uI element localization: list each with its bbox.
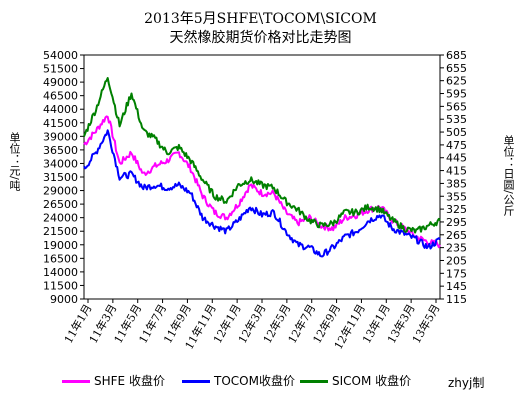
y-left-tick-label: 9000 xyxy=(50,293,78,306)
y-right-tick-label: 295 xyxy=(446,216,467,229)
legend-item-tocom: TOCOM收盘价 xyxy=(182,372,295,389)
y-left-tick-label: 49000 xyxy=(43,76,78,89)
y-left-tick-label: 29000 xyxy=(43,185,78,198)
series-line-tocom xyxy=(83,129,441,258)
credit-label: zhyj制 xyxy=(448,376,485,390)
legend-label-sicom: SICOM 收盘价 xyxy=(332,374,412,388)
y-left-tick-label: 46500 xyxy=(43,90,78,103)
y-left-tick-label: 16500 xyxy=(43,252,78,265)
legend-label-shfe: SHFE 收盘价 xyxy=(94,374,165,388)
y-right-tick-label: 475 xyxy=(446,139,467,152)
y-left-tick-label: 21500 xyxy=(43,225,78,238)
chart-title-line2: 天然橡胶期货价格对比走势图 xyxy=(169,30,352,46)
y-right-tick-label: 265 xyxy=(446,229,467,242)
y-right-tick-label: 355 xyxy=(446,190,467,203)
y-right-tick-label: 565 xyxy=(446,100,467,113)
y-right-tick-label: 325 xyxy=(446,203,467,216)
y-left-tick-label: 54000 xyxy=(43,49,78,62)
y-right-tick-label: 655 xyxy=(446,62,467,75)
y-right-tick-label: 685 xyxy=(446,49,467,62)
y-right-tick-label: 595 xyxy=(446,88,467,101)
y-left-tick-label: 34000 xyxy=(43,157,78,170)
legend-item-sicom: SICOM 收盘价 xyxy=(300,372,411,389)
y-left-tick-label: 19000 xyxy=(43,239,78,252)
y-left-tick-label: 31500 xyxy=(43,171,78,184)
y-right-tick-label: 175 xyxy=(446,267,467,280)
y-left-tick-label: 51500 xyxy=(43,63,78,76)
y-left-tick-label: 44000 xyxy=(43,103,78,116)
y-right-tick-label: 115 xyxy=(446,293,467,306)
y-left-tick-label: 14000 xyxy=(43,266,78,279)
legend-item-shfe: SHFE 收盘价 xyxy=(62,372,165,389)
y-left-tick-label: 11500 xyxy=(43,279,78,292)
y-left-tick-label: 24000 xyxy=(43,212,78,225)
y-right-tick-label: 415 xyxy=(446,165,467,178)
y-right-tick-label: 385 xyxy=(446,177,467,190)
y-right-tick-label: 145 xyxy=(446,280,467,293)
y-right-tick-label: 535 xyxy=(446,113,467,126)
legend-swatch-shfe xyxy=(62,380,90,383)
y-left-tick-label: 39000 xyxy=(43,130,78,143)
y-left-tick-label: 26500 xyxy=(43,198,78,211)
y-left-tick-label: 41500 xyxy=(43,117,78,130)
legend-swatch-sicom xyxy=(300,380,328,383)
y-right-tick-label: 625 xyxy=(446,75,467,88)
legend-label-tocom: TOCOM收盘价 xyxy=(214,374,295,388)
y-right-tick-label: 205 xyxy=(446,254,467,267)
y-right-tick-label: 235 xyxy=(446,242,467,255)
plot-area xyxy=(83,54,441,300)
legend-swatch-tocom xyxy=(182,380,210,383)
y-right-tick-label: 445 xyxy=(446,152,467,165)
y-axis-right-label: 单位：日圆/公斤 xyxy=(502,135,515,216)
y-axis-left-label: 单位：元/吨 xyxy=(8,132,21,191)
chart-title-line1: 2013年5月SHFE\TOCOM\SICOM xyxy=(144,11,377,27)
y-right-tick-label: 505 xyxy=(446,126,467,139)
y-left-tick-label: 36500 xyxy=(43,144,78,157)
series-line-sicom xyxy=(83,77,441,234)
